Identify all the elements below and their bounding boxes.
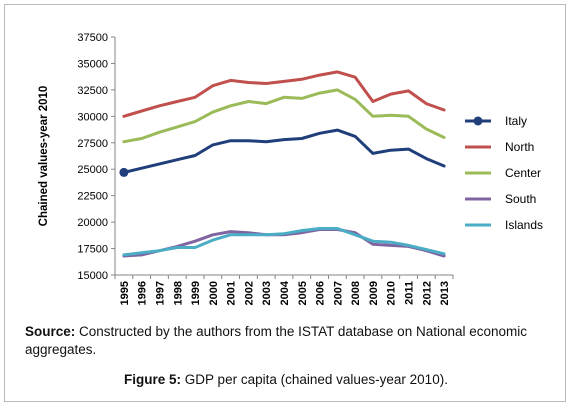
y-tick-label: 15000 — [77, 270, 108, 282]
y-tick-label: 17500 — [77, 244, 108, 256]
x-tick-label: 1995 — [119, 281, 131, 305]
y-tick-label: 22500 — [77, 191, 108, 203]
source-label: Source: — [25, 324, 76, 339]
x-tick-label: 2009 — [368, 281, 380, 305]
x-tick-label: 2010 — [386, 281, 398, 305]
legend-label-center: Center — [505, 166, 541, 180]
y-tick-label: 20000 — [77, 217, 108, 229]
x-tick-label: 2011 — [404, 281, 416, 305]
chart-area: Chained values-year 2010 15000 17500 20000 2… — [17, 19, 563, 329]
y-tick-label: 35000 — [77, 58, 108, 70]
x-tick-label: 1997 — [154, 281, 166, 305]
x-tick-label: 2003 — [261, 281, 273, 305]
series-line-italy — [122, 128, 446, 174]
x-tick-label: 2004 — [279, 280, 291, 305]
x-tick-label: 1998 — [172, 281, 184, 305]
x-tick-label: 2000 — [208, 281, 220, 305]
legend-label-islands: Islands — [505, 218, 543, 232]
line-chart: Chained values-year 2010 15000 17500 20000 2… — [38, 32, 543, 305]
source-note: Source: Constructed by the authors from … — [25, 323, 555, 359]
x-tick-label: 1996 — [137, 281, 149, 305]
x-tick-label: 2007 — [332, 281, 344, 305]
y-tick-label: 30000 — [77, 111, 108, 123]
x-tick-label: 2013 — [439, 281, 451, 305]
series-line-center — [122, 88, 446, 144]
x-tick-label: 2001 — [226, 281, 238, 305]
source-text: Constructed by the authors from the ISTA… — [25, 324, 528, 357]
y-tick-label: 37500 — [77, 32, 108, 44]
legend-label-south: South — [505, 192, 536, 206]
legend-label-italy: Italy — [505, 114, 527, 128]
caption-label: Figure 5: — [124, 372, 182, 387]
x-tick-label: 2005 — [297, 281, 309, 305]
figure-frame: Chained values-year 2010 15000 17500 20000 2… — [4, 4, 566, 402]
series-line-north — [122, 70, 446, 118]
y-tick-label: 32500 — [77, 85, 108, 97]
data-point-italy — [119, 167, 129, 177]
x-tick-label: 1999 — [190, 281, 202, 305]
x-tick-label: 2002 — [243, 281, 255, 305]
y-axis-title: Chained values-year 2010 — [38, 86, 50, 227]
y-tick-label: 25000 — [77, 164, 108, 176]
legend-label-north: North — [505, 140, 534, 154]
x-tick-label: 2006 — [315, 281, 327, 305]
legend-marker-italy — [473, 116, 483, 126]
caption-text: GDP per capita (chained values-year 2010… — [181, 372, 448, 387]
y-tick-label: 27500 — [77, 138, 108, 150]
x-tick-label: 2012 — [421, 281, 433, 305]
figure-caption: Figure 5: GDP per capita (chained values… — [0, 372, 572, 387]
series-line-islands — [122, 227, 446, 257]
x-tick-label: 2008 — [350, 281, 362, 305]
